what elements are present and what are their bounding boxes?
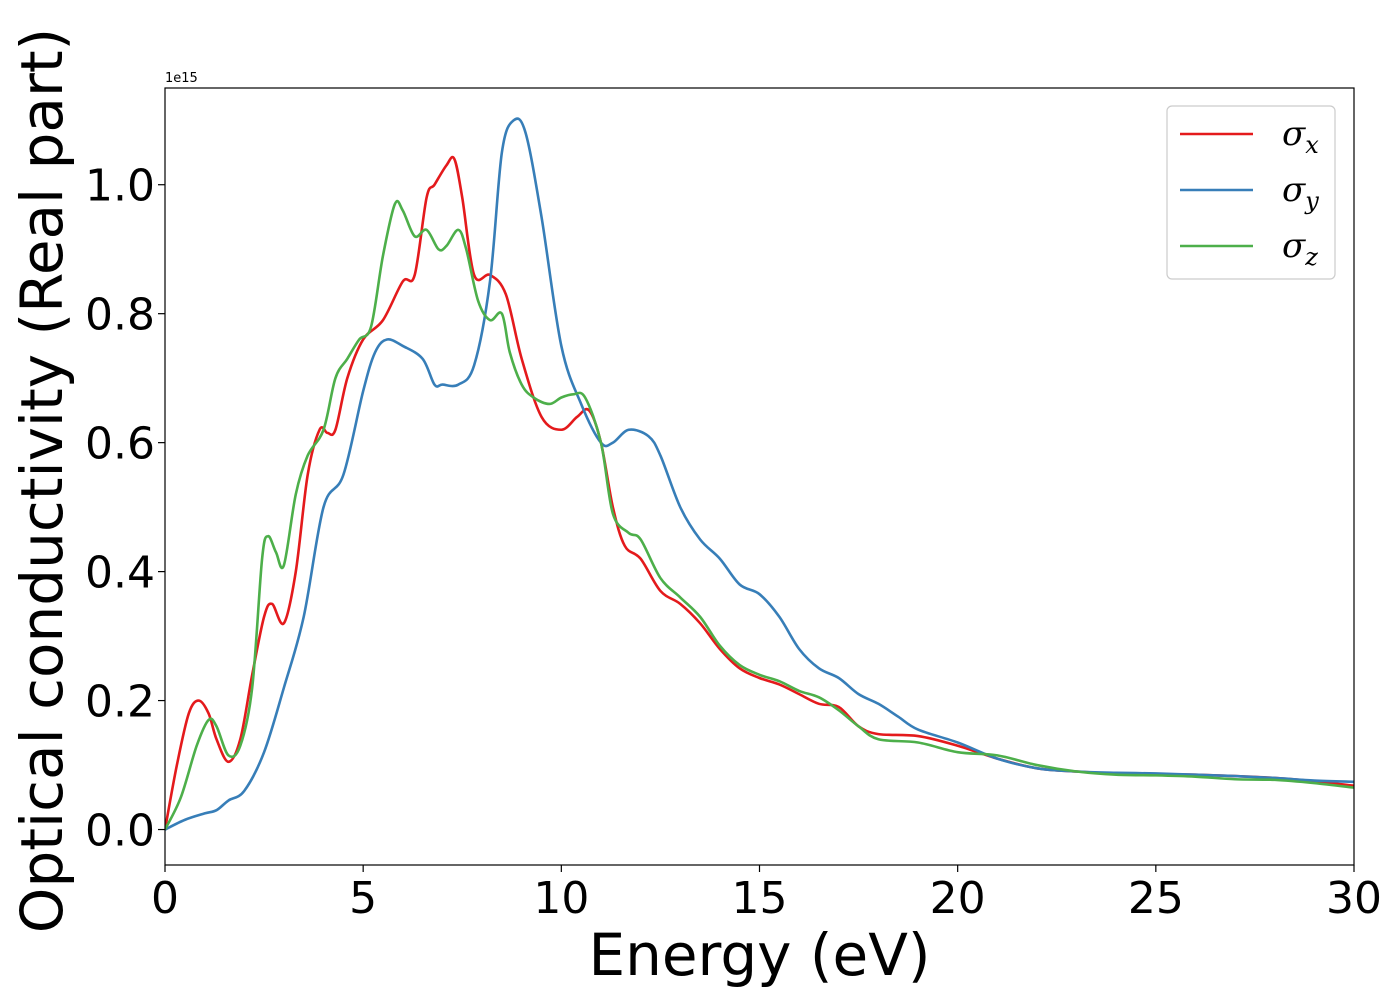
y-tick-label: 0.8 (85, 290, 155, 341)
series-line-y (165, 117, 1354, 831)
legend-label-z: σz (1282, 226, 1318, 271)
series-line-x (165, 155, 1354, 830)
y-axis-label: Optical conductivity (Real part) (8, 28, 76, 933)
y-tick-label: 0.6 (85, 419, 155, 470)
legend-label-y: σy (1282, 170, 1319, 215)
x-axis-label: Energy (eV) (588, 921, 930, 989)
y-offset-label: 1e15 (165, 71, 198, 86)
y-axis-ticks: 0.0 0.2 0.4 0.6 0.8 1.0 (85, 161, 165, 857)
legend-label-x: σx (1282, 114, 1319, 159)
x-tick-label: 30 (1326, 873, 1382, 924)
x-tick-label: 5 (349, 873, 377, 924)
series-line-z (165, 199, 1354, 831)
y-tick-label: 1.0 (85, 161, 155, 212)
x-tick-label: 0 (151, 873, 179, 924)
x-tick-label: 25 (1128, 873, 1184, 924)
legend: σx σy σz (1166, 105, 1336, 280)
y-tick-label: 0.4 (85, 548, 155, 599)
x-tick-label: 15 (732, 873, 788, 924)
x-tick-label: 10 (533, 873, 589, 924)
y-tick-label: 0.2 (85, 677, 155, 728)
y-tick-label: 0.0 (85, 806, 155, 857)
x-tick-label: 20 (930, 873, 986, 924)
x-axis-ticks: 0 5 10 15 20 25 30 (151, 865, 1382, 924)
series-layer (165, 117, 1354, 831)
legend-box (1166, 105, 1336, 280)
